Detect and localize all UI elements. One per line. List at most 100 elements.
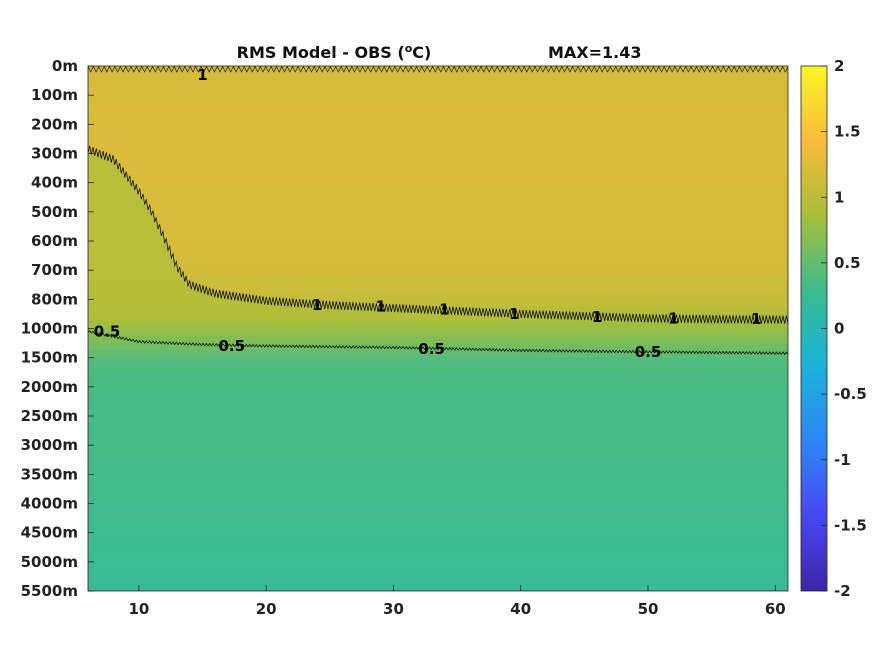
heat-cell xyxy=(88,241,788,249)
heat-cell xyxy=(88,488,788,497)
colorbar: 2 1.5 1 0.5 0 -0.5 -1 -1.5 -2 xyxy=(800,57,867,600)
heat-cell xyxy=(88,87,788,96)
y-tick-label: 500m xyxy=(31,203,78,221)
y-tick-label: 3000m xyxy=(21,436,78,454)
heat-cell xyxy=(88,408,788,417)
heat-cell xyxy=(88,299,788,308)
contour-label: 1 xyxy=(668,309,678,327)
y-tick-label: 600m xyxy=(31,232,78,250)
contour-label: 0.5 xyxy=(635,343,662,361)
y-tick-label: 100m xyxy=(31,86,78,104)
x-tick-label: 20 xyxy=(256,600,277,618)
contour-label: 1 xyxy=(751,310,761,328)
y-tick-label: 4500m xyxy=(21,524,78,542)
heat-cell xyxy=(88,554,788,563)
heat-cell xyxy=(88,561,788,570)
x-tick-label: 40 xyxy=(510,600,531,618)
colorbar-tick-label: -1.5 xyxy=(834,516,867,534)
contour-label: 1 xyxy=(439,301,449,319)
x-tick-label: 60 xyxy=(765,600,786,618)
heat-cell xyxy=(88,80,788,89)
heat-cell xyxy=(88,503,788,512)
heat-cell xyxy=(88,270,788,279)
contour-label: 1 xyxy=(509,305,519,323)
heat-cell xyxy=(88,386,788,395)
heat-cell xyxy=(88,109,788,118)
y-tick-label: 3500m xyxy=(21,465,78,483)
heat-cell xyxy=(88,95,788,104)
heat-cell xyxy=(88,445,788,454)
heat-cell xyxy=(88,292,788,300)
colorbar-tick-label: 2 xyxy=(834,57,844,75)
y-tick-label: 300m xyxy=(31,145,78,163)
y-tick-label: 4000m xyxy=(21,495,78,513)
heat-cell xyxy=(88,66,788,74)
y-tick-label: 1000m xyxy=(21,320,78,338)
heat-cell xyxy=(88,146,788,155)
colorbar-tick-label: -1 xyxy=(834,451,851,469)
plot-area: 0.5 0.5 0.5 0.5 1 1 1 1 1 1 1 1 xyxy=(87,65,789,592)
heat-cell xyxy=(88,525,788,534)
contour-label: 0.5 xyxy=(219,337,246,355)
heat-cell xyxy=(88,437,788,446)
heat-cell xyxy=(88,124,788,133)
heat-cell xyxy=(88,401,788,410)
heat-cell xyxy=(88,379,788,388)
contour-line-1-top xyxy=(88,66,788,73)
heat-cell xyxy=(88,102,788,111)
contour-label: 0.5 xyxy=(94,322,121,340)
max-value-label: MAX=1.43 xyxy=(548,43,642,62)
y-tick-label: 1500m xyxy=(21,349,78,367)
heat-cell xyxy=(88,262,788,271)
y-tick-label: 0m xyxy=(52,57,78,75)
contour-labels: 0.5 0.5 0.5 0.5 1 1 1 1 1 1 1 1 xyxy=(94,66,762,361)
colorbar-ticks: 2 1.5 1 0.5 0 -0.5 -1 -1.5 -2 xyxy=(821,57,867,600)
contour-label: 1 xyxy=(312,296,322,314)
heat-cell xyxy=(88,459,788,468)
heat-cell xyxy=(88,452,788,461)
heat-cell xyxy=(88,182,788,191)
y-tick-label: 700m xyxy=(31,261,78,279)
heat-cell xyxy=(88,335,788,344)
y-tick-label: 5000m xyxy=(21,553,78,571)
x-tick-label: 30 xyxy=(383,600,404,618)
title-unit-superscript: o xyxy=(405,42,413,55)
y-axis: 0m 100m 200m 300m 400m 500m 600m 700m 800m 1000m 1… xyxy=(21,57,94,600)
heat-cell xyxy=(88,423,788,432)
heat-cell xyxy=(88,233,788,242)
colorbar-tick-label: 0.5 xyxy=(834,254,861,272)
heat-cell xyxy=(88,532,788,541)
colorbar-tick-label: 1.5 xyxy=(834,123,861,141)
contour-label: 0.5 xyxy=(418,340,445,358)
heat-cell xyxy=(88,510,788,519)
contour-label: 1 xyxy=(375,298,385,316)
x-axis: 10 20 30 40 50 60 xyxy=(128,585,786,618)
heat-cell xyxy=(88,474,788,483)
y-tick-label: 200m xyxy=(31,115,78,133)
heat-cell xyxy=(88,131,788,140)
colorbar-tick-label: -2 xyxy=(834,582,851,600)
heat-cell xyxy=(88,350,788,359)
heat-cell xyxy=(88,481,788,490)
heat-cell xyxy=(88,496,788,505)
colorbar-tick-label: -0.5 xyxy=(834,385,867,403)
heat-cell xyxy=(88,518,788,526)
colorbar-tick-label: 0 xyxy=(834,320,844,338)
heat-cell xyxy=(88,255,788,264)
heat-cell xyxy=(88,175,788,184)
heat-cell xyxy=(88,204,788,213)
heat-cell xyxy=(88,539,788,548)
heat-cell xyxy=(88,277,788,286)
heat-cell xyxy=(88,73,788,82)
heat-cell xyxy=(88,189,788,198)
heat-cell xyxy=(88,138,788,147)
heat-cell xyxy=(88,430,788,439)
contour-layer xyxy=(88,66,788,356)
contour-line-0.5 xyxy=(88,329,788,356)
heat-cell xyxy=(88,583,788,591)
y-tick-label: 800m xyxy=(31,290,78,308)
heat-cell xyxy=(88,576,788,585)
heat-cell xyxy=(88,343,788,351)
y-tick-label: 5500m xyxy=(21,582,78,600)
